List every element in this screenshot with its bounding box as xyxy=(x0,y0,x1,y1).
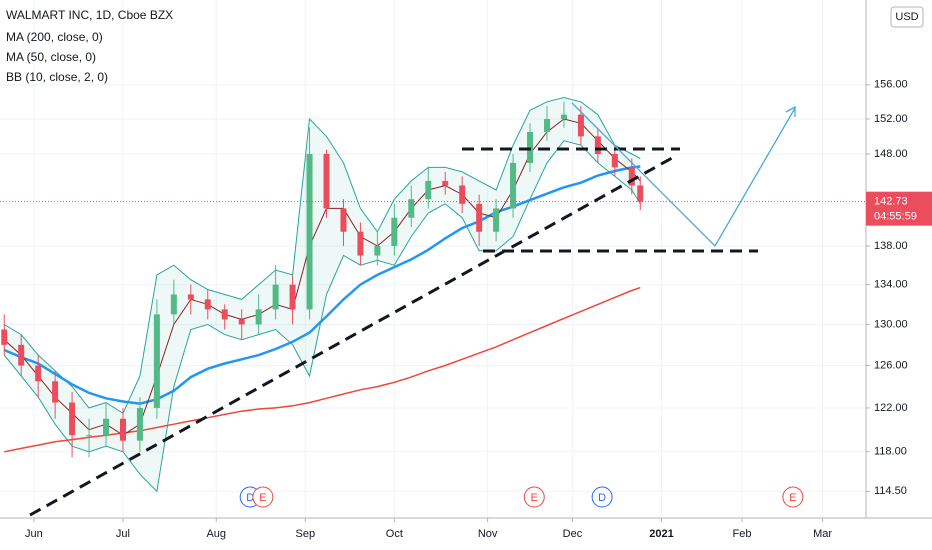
x-tick-label: Oct xyxy=(386,528,403,540)
candle-body xyxy=(18,344,25,366)
candle-body xyxy=(594,136,601,155)
x-tick-label: Jun xyxy=(25,528,43,540)
countdown-label: 04:55:59 xyxy=(874,211,917,223)
y-tick-label: 156.00 xyxy=(874,79,908,91)
candle-body xyxy=(306,154,313,310)
x-tick-label: Feb xyxy=(733,528,752,540)
event-label: D xyxy=(598,492,606,504)
event-badge xyxy=(523,486,545,508)
y-tick-label: 122.00 xyxy=(874,402,908,414)
candle-body xyxy=(340,208,347,232)
indicator-line xyxy=(4,286,641,453)
event-label: D xyxy=(246,492,254,504)
event-label: E xyxy=(259,492,266,504)
candle-body xyxy=(560,114,567,119)
y-tick-label: 148.00 xyxy=(874,148,908,160)
candle-body xyxy=(628,167,635,186)
candle-body xyxy=(442,180,449,186)
candle-body xyxy=(69,402,76,436)
x-tick-label: Mar xyxy=(813,528,832,540)
candle-body xyxy=(374,245,381,256)
indicator-label: MA (200, close, 0) xyxy=(6,30,103,44)
candle-body xyxy=(204,299,211,310)
candle-body xyxy=(103,418,110,436)
candle-body xyxy=(221,309,228,320)
y-tick-label: 152.00 xyxy=(874,113,908,125)
event-badge xyxy=(591,486,613,508)
arrow-head xyxy=(785,105,796,117)
event-badge xyxy=(252,486,274,508)
x-tick-label: Nov xyxy=(478,528,498,540)
y-tick-label: 126.00 xyxy=(874,359,908,371)
x-tick-label: Dec xyxy=(563,528,583,540)
candle-body xyxy=(289,284,296,310)
candle-body xyxy=(1,329,8,345)
candle-body xyxy=(119,418,126,441)
candle-body xyxy=(543,118,550,133)
y-tick-label: 130.00 xyxy=(874,318,908,330)
currency-badge[interactable] xyxy=(890,6,924,28)
axes: 156.00 152.00 148.00 138.00 134.00 130.00 126.… xyxy=(25,79,932,540)
candle-body xyxy=(637,185,644,202)
event-badge xyxy=(782,486,804,508)
candle-body xyxy=(170,294,177,315)
x-tick-label: Jul xyxy=(116,528,130,540)
symbol-title: WALMART INC, 1D, Cboe BZX xyxy=(6,8,173,22)
drawings xyxy=(29,102,796,517)
candle-body xyxy=(527,132,534,163)
candle-body xyxy=(425,180,432,200)
legend: WALMART INC, 1D, Cboe BZX MA (200, close… xyxy=(6,8,173,84)
candle-body xyxy=(611,154,618,168)
indicator-line xyxy=(3,165,641,405)
candle-body xyxy=(510,162,517,209)
bb-upper xyxy=(3,96,641,415)
y-tick-label: 118.00 xyxy=(874,446,907,458)
y-tick-label: 114.50 xyxy=(874,485,907,497)
candle-body xyxy=(136,407,143,441)
candle-body xyxy=(238,319,245,325)
x-tick-label: Sep xyxy=(296,528,316,540)
candle-body xyxy=(255,309,262,325)
candle-body xyxy=(476,203,483,232)
y-tick-label: 138.00 xyxy=(874,240,908,252)
trend-line xyxy=(29,156,673,517)
candle-body xyxy=(52,381,59,403)
last-price-label: 142.73 xyxy=(874,196,908,208)
candle-body xyxy=(577,114,584,137)
candle-body xyxy=(187,294,194,300)
candle-body xyxy=(272,284,279,310)
bb-lower xyxy=(3,140,641,493)
event-label: E xyxy=(531,492,538,504)
candle-body xyxy=(357,231,364,256)
grid xyxy=(0,0,865,518)
event-label: E xyxy=(789,492,796,504)
x-tick-label: 2021 xyxy=(649,528,673,540)
last-price-badge xyxy=(866,191,932,226)
projection-path xyxy=(571,102,796,248)
candle-body xyxy=(153,314,160,408)
candle-body xyxy=(391,217,398,246)
candle-body xyxy=(408,199,415,218)
candle-body xyxy=(86,435,93,437)
candle-body xyxy=(459,185,466,204)
bb-fill xyxy=(4,97,641,492)
candle-body xyxy=(493,208,500,232)
y-tick-label: 134.00 xyxy=(874,279,908,291)
indicator-label: MA (50, close, 0) xyxy=(6,50,96,64)
candle-body xyxy=(35,365,42,382)
currency-label[interactable]: USD xyxy=(895,11,918,23)
x-tick-label: Aug xyxy=(206,528,226,540)
indicator-label: BB (10, close, 2, 0) xyxy=(6,70,108,84)
candle-body xyxy=(323,154,330,209)
